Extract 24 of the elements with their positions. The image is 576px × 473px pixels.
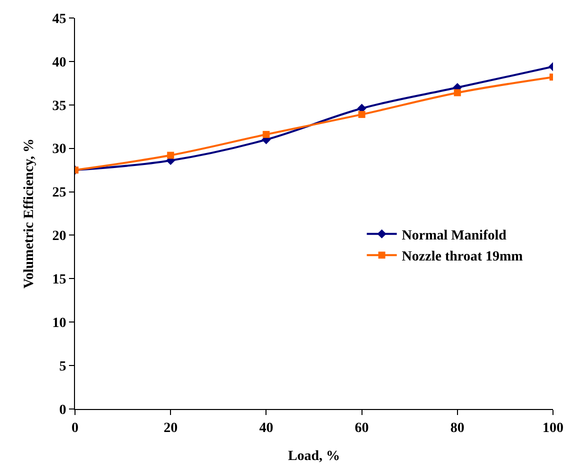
x-tick-label: 20 xyxy=(164,420,178,436)
y-tick-label: 35 xyxy=(52,98,66,114)
x-axis-title: Load, % xyxy=(288,449,340,464)
x-tick-label: 60 xyxy=(354,420,369,436)
legend-label: Normal Manifold xyxy=(402,228,507,244)
point xyxy=(454,89,461,96)
y-tick-label: 5 xyxy=(59,359,66,374)
y-tick-label: 20 xyxy=(52,229,66,244)
y-axis-title: Volumetric Efficiency, % xyxy=(22,138,37,288)
legend-label: Nozzle throat 19mm xyxy=(402,250,524,265)
x-tick-label: 40 xyxy=(259,420,274,436)
y-tick-label: 0 xyxy=(59,402,66,418)
y-tick-label: 30 xyxy=(52,142,66,158)
x-tick-label: 100 xyxy=(542,420,564,436)
y-tick-label: 40 xyxy=(52,55,66,70)
point xyxy=(167,152,174,159)
y-tick-label: 15 xyxy=(52,272,66,288)
y-tick-label: 25 xyxy=(52,186,66,201)
point xyxy=(262,130,270,138)
x-tick-label: 0 xyxy=(72,420,78,436)
y-tick-label: 10 xyxy=(52,316,66,332)
point xyxy=(358,110,366,118)
x-tick-label: 80 xyxy=(450,420,464,436)
y-tick-label: 45 xyxy=(52,12,66,27)
